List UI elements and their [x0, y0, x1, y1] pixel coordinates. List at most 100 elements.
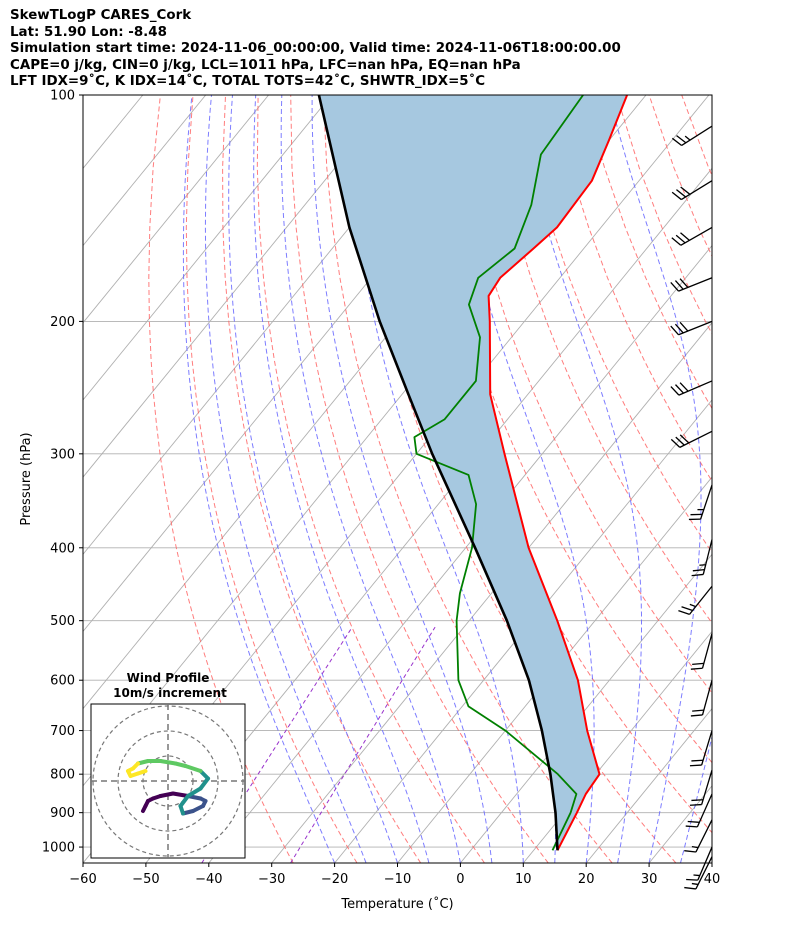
wind-barb — [678, 585, 713, 615]
wind-barb-staff — [689, 585, 713, 615]
dry-adiabat — [714, 95, 794, 863]
dry-adiabat — [681, 95, 712, 177]
wind-barb-flag — [670, 438, 681, 448]
wind-barb-staff — [695, 819, 713, 853]
moist-adiabat — [446, 95, 595, 863]
dry-adiabat — [256, 95, 485, 863]
wind-barb-flag — [692, 662, 704, 666]
wind-barb-flag — [691, 759, 704, 762]
wind-barb — [670, 430, 713, 448]
x-axis-label: Temperature (˚C) — [340, 896, 453, 912]
x-tick-label: −50 — [132, 872, 159, 887]
cape-cin-shading — [318, 95, 628, 851]
dry-adiabat — [779, 95, 794, 863]
wind-barb — [671, 180, 713, 201]
wind-barb — [688, 484, 713, 521]
dry-adiabat — [616, 95, 712, 335]
wind-barb — [689, 769, 713, 806]
reference-lines — [83, 95, 794, 863]
chart-title-line2: Lat: 51.90 Lon: -8.48 — [10, 25, 167, 40]
wind-barb-flag — [691, 799, 704, 802]
dry-adiabat — [485, 95, 712, 624]
wind-barb-flag — [690, 667, 703, 670]
x-tick-label: −20 — [321, 872, 348, 887]
hodograph-trace-segment — [158, 791, 175, 798]
wind-barb-staff — [678, 380, 713, 396]
wind-barb-flag — [678, 610, 690, 615]
wind-barb-flag — [670, 281, 680, 292]
x-tick-label: 30 — [641, 872, 658, 887]
dewpoint-profile-line — [413, 95, 584, 851]
wind-barb-staff — [680, 226, 713, 246]
wind-barbs — [670, 125, 713, 890]
dry-adiabat — [148, 95, 294, 863]
y-axis-label: Pressure (hPa) — [19, 432, 34, 525]
wind-barb — [686, 846, 713, 881]
y-tick-label: 1000 — [42, 841, 75, 856]
wind-barb-flag — [692, 709, 704, 712]
wind-barb-flag — [686, 878, 698, 881]
hodograph-trace-segment — [198, 776, 210, 791]
wind-barb — [684, 819, 713, 853]
hodograph-trace-segment — [186, 786, 203, 798]
moist-adiabat — [711, 861, 712, 863]
isotherm-gridline — [83, 95, 207, 247]
dry-adiabat — [420, 95, 712, 764]
wind-barb — [670, 277, 713, 292]
wind-barb-staff — [681, 125, 713, 147]
dry-adiabat — [648, 95, 712, 258]
wind-barb-flag — [679, 434, 690, 444]
dry-adiabat — [290, 95, 549, 863]
wind-barb-flag — [681, 606, 693, 612]
hodograph-trace-segment — [178, 794, 190, 808]
dry-adiabat — [222, 95, 422, 863]
y-tick-label: 300 — [50, 447, 75, 462]
wind-barb-staff — [701, 680, 713, 716]
hodograph-ring — [117, 730, 219, 832]
wind-barb-staff — [701, 633, 713, 669]
isotherm-gridline — [83, 95, 395, 478]
wind-barb — [671, 226, 713, 246]
chart-title-line3: Simulation start time: 2024-11-06_00:00:… — [10, 41, 621, 56]
mixing-ratio-line — [201, 626, 353, 863]
y-tick-label: 200 — [50, 315, 75, 330]
wind-barb — [684, 856, 713, 890]
wind-barb-flag — [691, 573, 704, 577]
mixing-ratio-line — [290, 626, 436, 863]
chart-title-line5: LFT IDX=9˚C, K IDX=14˚C, TOTAL TOTS=42˚C… — [10, 74, 486, 89]
wind-barb — [690, 680, 713, 717]
wind-barb-flag — [679, 382, 689, 392]
wind-barb-flag — [675, 436, 685, 446]
x-tick-label: −10 — [384, 872, 411, 887]
wind-barb-flag — [671, 191, 682, 201]
wind-barb-flag — [689, 764, 702, 767]
x-tick-label: 40 — [704, 872, 721, 887]
hodograph-plot — [91, 704, 245, 858]
wind-barb-flag — [692, 568, 705, 572]
wind-barb — [671, 125, 713, 147]
x-tick-label: −30 — [258, 872, 285, 887]
hodograph-title: Wind Profile — [127, 671, 210, 685]
wind-barb-flag — [680, 232, 690, 241]
wind-barb-flag — [680, 186, 691, 195]
wind-barb — [670, 380, 713, 396]
x-tick-label: 20 — [578, 872, 595, 887]
wind-barb-staff — [701, 769, 713, 805]
moist-adiabat — [182, 95, 336, 863]
wind-barb-flag — [679, 321, 689, 332]
wind-barb-flag — [671, 137, 683, 146]
profile-lines — [317, 95, 629, 851]
chart-title-line1: SkewTLogP CARES_Cork — [10, 8, 192, 23]
moist-adiabat — [680, 734, 712, 863]
isotherm-gridline — [585, 707, 712, 863]
y-tick-label: 700 — [50, 724, 75, 739]
moist-adiabat — [347, 95, 524, 863]
wind-barb-staff — [697, 846, 713, 881]
wind-barb-flag — [689, 803, 702, 806]
wind-barb-flag — [684, 850, 696, 853]
y-tick-label: 100 — [50, 89, 75, 104]
wind-barb-staff — [696, 793, 713, 828]
hodograph-trace-segment — [183, 764, 203, 773]
wind-barb-flag — [670, 325, 680, 336]
